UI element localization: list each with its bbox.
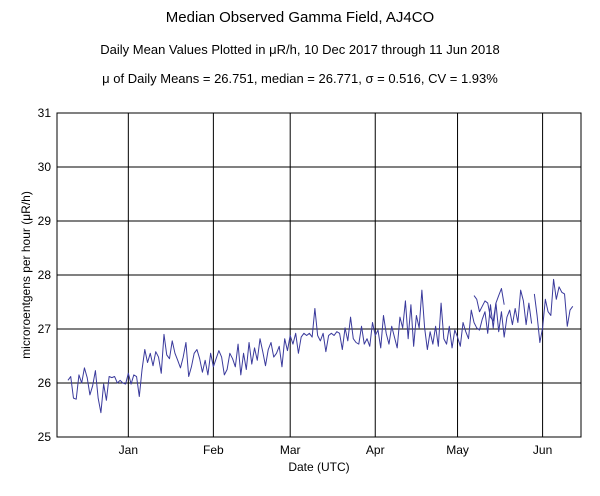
x-tick-label: Mar [280, 443, 301, 457]
y-axis-label: microroentgens per hour (μR/h) [19, 191, 33, 359]
y-tick-labels: 25 26 27 28 29 30 31 [38, 106, 52, 444]
x-axis-label: Date (UTC) [288, 460, 349, 474]
x-tick-label: Jan [119, 443, 138, 457]
plot-frame [56, 112, 582, 438]
y-tick-label: 27 [38, 322, 52, 336]
series-line [67, 289, 533, 414]
series-layer [67, 278, 574, 414]
grid [57, 113, 581, 437]
x-tick-label: Feb [203, 443, 224, 457]
y-tick-label: 26 [38, 376, 52, 390]
y-tick-label: 28 [38, 268, 52, 282]
series-line [533, 278, 574, 343]
y-tick-label: 30 [38, 160, 52, 174]
x-tick-label: Jun [533, 443, 552, 457]
chart-subtitle: Daily Mean Values Plotted in μR/h, 10 De… [100, 42, 500, 57]
y-tick-label: 25 [38, 430, 52, 444]
chart-stats-line: μ of Daily Means = 26.751, median = 26.7… [102, 71, 498, 86]
x-tick-label: May [446, 443, 469, 457]
y-tick-label: 29 [38, 214, 52, 228]
y-tick-label: 31 [38, 106, 52, 120]
x-tick-label: Apr [366, 443, 385, 457]
x-tick-labels: Jan Feb Mar Apr May Jun [119, 443, 553, 457]
chart-title: Median Observed Gamma Field, AJ4CO [165, 9, 435, 26]
series-line [473, 288, 505, 322]
